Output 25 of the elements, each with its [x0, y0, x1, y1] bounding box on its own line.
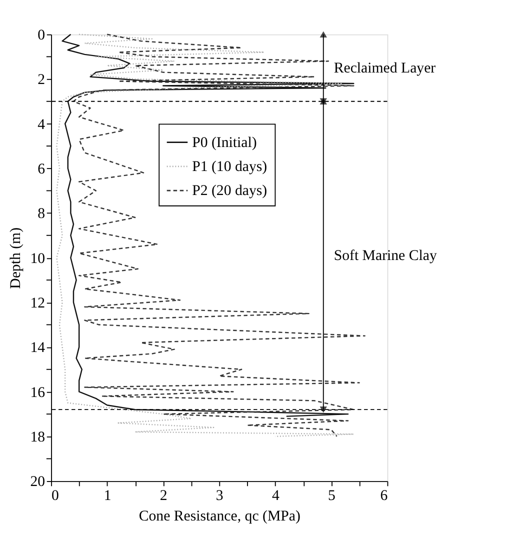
x-tick-label: 5: [328, 488, 336, 504]
legend-label: P2 (20 days): [192, 183, 268, 200]
legend-label: P1 (10 days): [192, 159, 268, 176]
y-tick-label: 10: [30, 250, 46, 267]
y-tick-label: 0: [38, 27, 46, 44]
y-tick-label: 18: [30, 430, 46, 446]
x-tick-label: 4: [272, 488, 280, 504]
y-tick-label: 12: [30, 295, 46, 312]
annotation: Soft Marine Clay: [334, 248, 438, 264]
x-tick-label: 1: [104, 488, 112, 504]
x-tick-label: 6: [380, 488, 388, 504]
y-tick-label: 14: [30, 340, 46, 356]
y-tick-label: 8: [38, 206, 46, 222]
x-axis-title: Cone Resistance, qc (MPa): [138, 508, 300, 525]
x-tick-label: 0: [52, 488, 59, 504]
x-tick-label: 2: [160, 488, 168, 504]
y-tick-label: 6: [38, 161, 46, 178]
y-tick-label: 4: [38, 116, 46, 133]
annotation: Reclaimed Layer: [334, 60, 436, 77]
y-tick-label: 16: [30, 384, 46, 401]
x-tick-label: 3: [216, 488, 224, 504]
legend-label: P0 (Initial): [192, 134, 257, 151]
y-axis-title: Depth (m): [8, 227, 24, 289]
y-tick-label: 20: [30, 474, 46, 490]
y-tick-label: 2: [38, 72, 46, 88]
